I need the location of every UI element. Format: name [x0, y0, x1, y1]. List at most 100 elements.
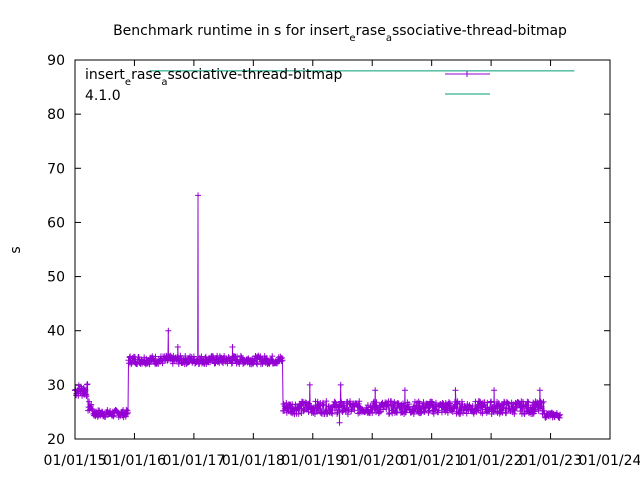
series-insert-point [283, 399, 290, 406]
series-insert-point [374, 404, 381, 411]
series-insert-point [306, 381, 313, 388]
series-insert-point [488, 398, 495, 405]
series-insert-point [541, 407, 548, 414]
series-insert-point [401, 387, 408, 394]
series-insert-point [104, 407, 111, 414]
series-insert-point [524, 398, 531, 405]
series-insert-point [421, 408, 428, 415]
series-insert-point [227, 356, 234, 363]
series-insert-point [334, 409, 341, 416]
series-insert-point [418, 409, 425, 416]
series-insert-point [383, 405, 390, 412]
series-insert-point [351, 407, 358, 414]
series-insert-point [336, 419, 343, 426]
series-insert-point [152, 353, 159, 360]
series-insert-point [335, 404, 342, 411]
series-insert-point [88, 405, 95, 412]
y-tick-label: 20 [47, 432, 65, 448]
series-insert-point [317, 409, 324, 416]
series-insert-point [452, 387, 459, 394]
series-insert-point [536, 387, 543, 394]
x-tick-label: 01/01/15 [44, 453, 107, 469]
series-insert-point [491, 387, 498, 394]
x-tick-label: 01/01/17 [162, 453, 225, 469]
series-insert-point [460, 409, 467, 416]
series-insert-point [331, 398, 338, 405]
y-tick-label: 80 [47, 107, 65, 123]
series-insert-point [458, 398, 465, 405]
series-insert-point [438, 409, 445, 416]
series-insert-point [155, 361, 162, 368]
series-insert-point [556, 414, 563, 421]
series-insert-point [86, 398, 93, 405]
series-insert-point [124, 409, 131, 416]
series-insert-point [253, 359, 260, 366]
series-insert-point [83, 393, 90, 400]
series-insert-point [250, 358, 257, 365]
series-insert-point [479, 410, 486, 417]
x-tick-label: 01/01/20 [341, 453, 404, 469]
series-insert-point [372, 387, 379, 394]
series-insert-point [82, 387, 89, 394]
series-insert-point [447, 400, 454, 407]
legend-label-series-1: inserteraseassociative-thread-bitmap [85, 67, 343, 88]
x-tick-label: 01/01/24 [579, 453, 640, 469]
series-insert-point [126, 354, 133, 361]
series-insert-point [234, 353, 241, 360]
series-insert-point [511, 410, 518, 417]
series-insert-point [337, 381, 344, 388]
series-insert-point [202, 353, 209, 360]
series-insert-point [540, 398, 547, 405]
series-insert-point [229, 343, 236, 350]
series-insert-point [110, 412, 117, 419]
y-tick-label: 50 [47, 270, 65, 286]
y-tick-label: 70 [47, 161, 65, 177]
series-insert-point [302, 399, 309, 406]
series-insert-point [355, 400, 362, 407]
series-insert-point [295, 410, 302, 417]
y-axis-label: s [8, 246, 24, 253]
series-insert-point [426, 407, 433, 414]
plot-data [72, 70, 575, 426]
legend-label-series-2: 4.1.0 [85, 88, 121, 104]
series-insert-point [110, 413, 117, 420]
legend: inserteraseassociative-thread-bitmap 4.1… [85, 67, 490, 104]
series-insert-point [380, 406, 387, 413]
series-insert-line [74, 195, 561, 423]
series-insert-point [451, 404, 458, 411]
series-insert-point [174, 353, 181, 360]
series-insert-point [316, 405, 323, 412]
series-insert-point [296, 405, 303, 412]
series-insert-point [320, 399, 327, 406]
series-insert-point [435, 407, 442, 414]
series-insert-point [344, 411, 351, 418]
series-insert-point [364, 402, 371, 409]
series-insert-point [476, 404, 483, 411]
series-insert-point [442, 408, 449, 415]
series-insert-point [450, 405, 457, 412]
series-insert-point [269, 353, 276, 360]
series-insert-point [469, 403, 476, 410]
series-insert-point [279, 357, 286, 364]
series-insert-point [294, 404, 301, 411]
series-insert-point [373, 399, 380, 406]
series-insert-point [389, 410, 396, 417]
series-insert-point [487, 399, 494, 406]
series-insert-point [557, 411, 564, 418]
series-insert-point [174, 343, 181, 350]
x-tick-label: 01/01/18 [222, 453, 285, 469]
series-insert-point [301, 407, 308, 414]
x-tick-label: 01/01/23 [519, 453, 582, 469]
series-insert-point [476, 398, 483, 405]
series-insert-point [328, 409, 335, 416]
series-insert-point [396, 404, 403, 411]
x-tick-label: 01/01/19 [281, 453, 344, 469]
series-insert-point [334, 410, 341, 417]
series-insert-point [457, 410, 464, 417]
series-insert-point [149, 355, 156, 362]
series-insert-point [444, 409, 451, 416]
series-insert-point [538, 403, 545, 410]
series-insert-point [369, 410, 376, 417]
series-insert-point [89, 406, 96, 413]
y-tick-label: 60 [47, 215, 65, 231]
